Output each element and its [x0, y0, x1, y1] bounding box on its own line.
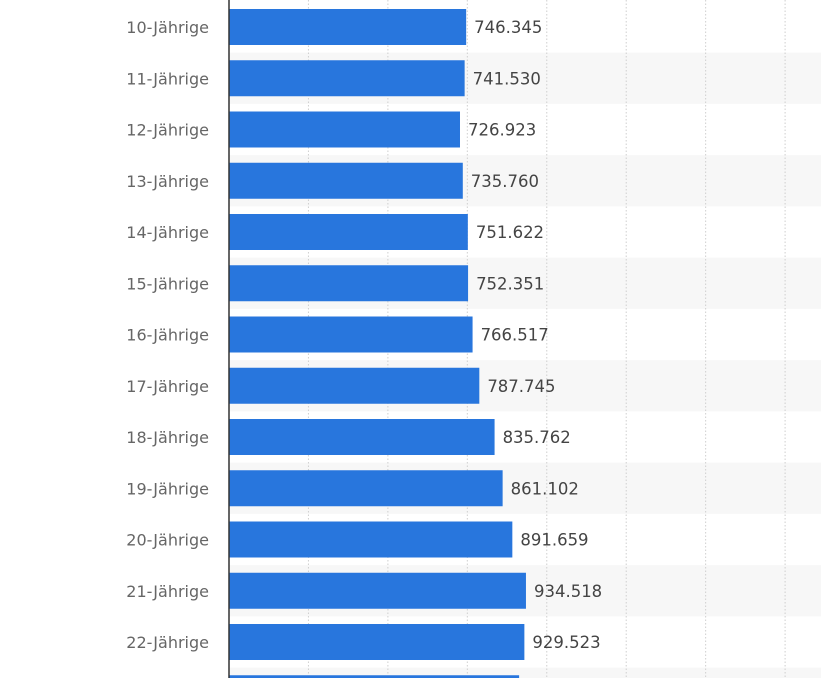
category-label: 21-Jährige — [126, 582, 209, 601]
bar-partial — [229, 675, 520, 678]
value-label: 891.659 — [520, 531, 588, 550]
value-label: 861.102 — [511, 479, 579, 498]
category-label: 14-Jährige — [126, 223, 209, 242]
bar — [229, 470, 503, 507]
bar — [229, 419, 495, 455]
category-label: 16-Jährige — [126, 326, 209, 345]
value-label: 735.760 — [471, 172, 539, 191]
category-label: 18-Jährige — [126, 428, 209, 447]
category-label: 11-Jährige — [126, 69, 209, 88]
category-label: 13-Jährige — [126, 172, 209, 191]
category-label: 10-Jährige — [126, 18, 209, 37]
category-label: 15-Jährige — [126, 274, 209, 293]
value-label: 929.523 — [532, 633, 600, 652]
bar — [229, 9, 467, 45]
category-label: 22-Jährige — [126, 633, 209, 652]
value-label: 934.518 — [534, 582, 602, 601]
bar — [229, 572, 526, 609]
value-label: 752.351 — [476, 274, 544, 293]
bar — [229, 367, 480, 404]
value-label: 746.345 — [474, 18, 542, 37]
bar — [229, 521, 513, 558]
bar — [229, 265, 469, 302]
category-label: 20-Jährige — [126, 531, 209, 550]
value-label: 726.923 — [468, 121, 536, 140]
value-label: 835.762 — [503, 428, 571, 447]
row-stripe — [229, 667, 821, 678]
value-label: 766.517 — [481, 326, 549, 345]
bar — [229, 214, 468, 250]
value-label: 751.622 — [476, 223, 544, 242]
value-label: 741.530 — [473, 69, 541, 88]
bar — [229, 162, 463, 199]
bar — [229, 624, 525, 660]
category-label: 17-Jährige — [126, 377, 209, 396]
value-label: 787.745 — [487, 377, 555, 396]
bar — [229, 316, 473, 353]
bar — [229, 111, 460, 148]
category-label: 12-Jährige — [126, 121, 209, 140]
bar — [229, 60, 465, 97]
category-label: 19-Jährige — [126, 479, 209, 498]
